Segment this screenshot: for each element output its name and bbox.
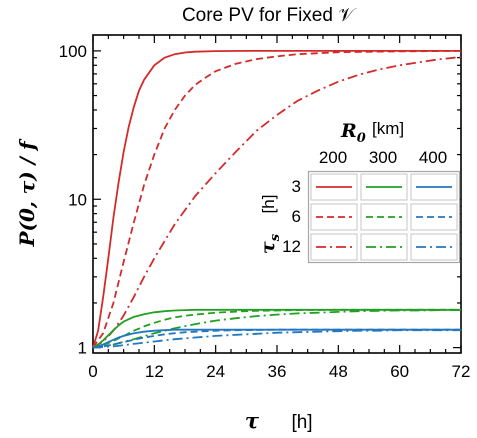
legend-cell — [360, 203, 408, 231]
x-tick-label: 48 — [329, 362, 348, 381]
legend-column-300: 300 — [369, 148, 397, 167]
series-layer — [92, 50, 462, 349]
x-tick-label: 0 — [88, 362, 97, 381]
y-axis-label-text: P(0, τ) / f — [15, 138, 39, 247]
series-line-r300-tau6 — [92, 308, 461, 349]
legend-column-200: 200 — [319, 148, 347, 167]
y-tick-label: 100 — [59, 42, 87, 61]
legend-row-header: τs [h] — [257, 195, 283, 255]
series-line-r300-tau3 — [92, 308, 461, 349]
series-line-r400-tau12 — [92, 329, 461, 349]
series-line-r200-tau3 — [92, 50, 461, 348]
x-tick-label: 60 — [390, 362, 409, 381]
series-line-r400-tau6 — [92, 328, 461, 349]
y-tick-label: 10 — [68, 190, 87, 209]
chart-title: Core PV for Fixed 𝒱 — [182, 5, 357, 26]
y-tick-label: 1 — [78, 339, 87, 358]
legend-cell — [310, 173, 358, 201]
legend-cell — [360, 173, 408, 201]
legend: R0 [km] 200 300 400 τs [h] 3 6 12 — [257, 119, 461, 264]
legend-row-3: 3 — [292, 177, 301, 196]
legend-cell — [310, 233, 358, 261]
legend-row-header-symbol: τs — [257, 233, 283, 254]
x-axis-label: τ — [245, 408, 260, 433]
legend-column-unit: [km] — [372, 119, 404, 138]
legend-row-unit: [h] — [259, 195, 278, 214]
legend-cell — [410, 203, 458, 231]
x-tick-label: 72 — [452, 362, 471, 381]
x-axis-unit: [h] — [291, 412, 312, 433]
legend-column-400: 400 — [419, 148, 447, 167]
series-line-r200-tau6 — [92, 50, 462, 349]
x-tick-label: 24 — [206, 362, 225, 381]
y-axis-label: P(0, τ) / f — [15, 138, 39, 247]
legend-cell — [410, 173, 458, 201]
legend-cells — [307, 170, 461, 264]
legend-column-header: R0 — [340, 120, 366, 146]
x-tick-label: 12 — [145, 362, 164, 381]
series-line-r300-tau12 — [92, 309, 461, 349]
legend-row-12: 12 — [282, 237, 301, 256]
series-line-r200-tau12 — [92, 56, 462, 349]
legend-row-6: 6 — [292, 207, 301, 226]
legend-cell — [410, 233, 458, 261]
legend-cell — [360, 233, 408, 261]
x-tick-label: 36 — [268, 362, 287, 381]
legend-cell — [310, 203, 358, 231]
